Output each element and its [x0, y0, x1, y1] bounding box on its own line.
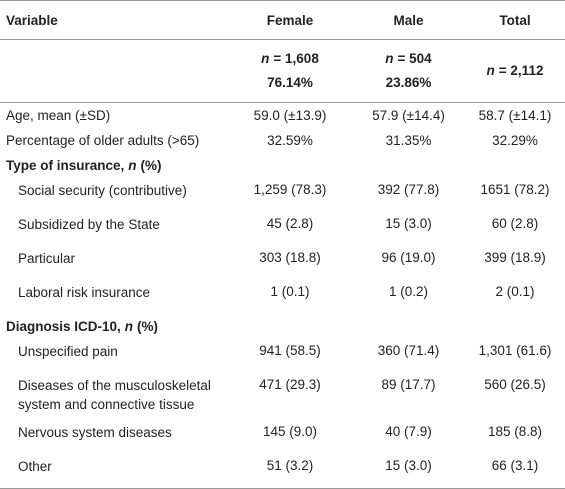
group-heading-row: Type of insurance, n (%) — [0, 153, 565, 178]
row-value: 15 (3.0) — [385, 216, 432, 231]
row-value: 66 (3.1) — [491, 458, 539, 473]
row-value: 2 (0.1) — [495, 284, 535, 299]
count-cell: n = 2,112 — [465, 40, 565, 103]
row-value: 58.7 (±14.1) — [478, 108, 552, 123]
row-label: Diseases of the musculoskeletal system a… — [18, 378, 211, 412]
row-value: 1 (0.2) — [388, 284, 429, 299]
count-symbol: n — [486, 63, 495, 78]
row-value: 32.29% — [492, 133, 538, 148]
count-value: = 1,608 — [273, 51, 319, 66]
column-header: Female — [266, 12, 314, 28]
row-value: 399 (18.9) — [484, 250, 546, 265]
count-value: = 2,112 — [498, 63, 544, 78]
data-row: Age, mean (±SD) 59.0 (±13.9) 57.9 (±14.4) 5… — [0, 103, 565, 129]
row-value: 1 (0.1) — [270, 284, 310, 299]
row-label: Nervous system diseases — [18, 425, 172, 440]
row-value: 471 (29.3) — [259, 377, 321, 392]
row-value: 1651 (78.2) — [480, 182, 550, 197]
group-heading: Type of insurance, n (%) — [0, 153, 565, 178]
row-value: 40 (7.9) — [385, 424, 432, 439]
heading-text: Diagnosis ICD-10, — [6, 319, 121, 334]
count-line: n = 504 — [352, 47, 465, 71]
row-label: Age, mean (±SD) — [6, 108, 111, 123]
count-symbol: n — [385, 51, 394, 66]
row-label: Laboral risk insurance — [18, 285, 151, 300]
data-row: Laboral risk insurance 1 (0.1) 1 (0.2) 2 (0… — [0, 280, 565, 314]
row-value: 303 (18.8) — [259, 250, 321, 265]
count-cell: n = 504 23.86% — [352, 40, 465, 103]
count-cell: n = 1,608 76.14% — [228, 40, 352, 103]
heading-symbol: n — [124, 319, 134, 334]
heading-unit: (%) — [140, 158, 162, 173]
row-value: 57.9 (±14.4) — [372, 108, 445, 123]
heading-text: Type of insurance, — [6, 158, 125, 173]
row-value: 96 (19.0) — [381, 250, 436, 265]
group-heading-row: Diagnosis ICD-10, n (%) — [0, 314, 565, 339]
row-label: Particular — [18, 251, 76, 266]
count-symbol: n — [261, 51, 270, 66]
header-row: Variable Female Male Total — [0, 1, 565, 40]
heading-symbol: n — [128, 158, 137, 173]
row-value: 32.59% — [267, 133, 313, 148]
column-header: Variable — [6, 12, 58, 28]
count-share: 23.86% — [385, 75, 432, 90]
count-value: = 504 — [397, 51, 432, 66]
row-value: 51 (3.2) — [266, 458, 314, 473]
column-header: Total — [499, 12, 531, 28]
data-row: Particular 303 (18.8) 96 (19.0) 399 (18.9) — [0, 246, 565, 280]
count-share: 76.14% — [267, 75, 313, 90]
column-header: Male — [393, 12, 424, 28]
data-row: Nervous system diseases 145 (9.0) 40 (7.9)… — [0, 420, 565, 454]
row-value: 89 (17.7) — [381, 377, 436, 392]
data-row: Social security (contributive) 1,259 (78.… — [0, 178, 565, 212]
counts-row: n = 1,608 76.14% n = 504 23.86% n = 2,112 — [0, 40, 565, 103]
row-value: 560 (26.5) — [484, 377, 546, 392]
row-value: 360 (71.4) — [377, 343, 440, 358]
row-value: 941 (58.5) — [259, 343, 321, 358]
row-value: 145 (9.0) — [262, 424, 318, 439]
row-value: 392 (77.8) — [377, 182, 440, 197]
row-value: 60 (2.8) — [491, 216, 539, 231]
data-row: Diseases of the musculoskeletal system a… — [0, 373, 565, 420]
row-label: Subsidized by the State — [18, 217, 160, 232]
row-value: 1,259 (78.3) — [253, 182, 327, 197]
row-label: Percentage of older adults (>65) — [6, 133, 200, 148]
count-line: n = 1,608 — [228, 47, 352, 71]
row-value: 59.0 (±13.9) — [253, 108, 327, 123]
row-value: 1,301 (61.6) — [478, 343, 552, 358]
data-row: Other 51 (3.2) 15 (3.0) 66 (3.1) — [0, 454, 565, 489]
row-label: Unspecified pain — [18, 344, 118, 359]
row-value: 31.35% — [385, 133, 432, 148]
data-row: Unspecified pain 941 (58.5) 360 (71.4) 1,30… — [0, 339, 565, 373]
group-heading: Diagnosis ICD-10, n (%) — [0, 314, 565, 339]
row-label: Social security (contributive) — [18, 183, 187, 198]
row-value: 185 (8.8) — [487, 424, 543, 439]
row-value: 15 (3.0) — [385, 458, 432, 473]
empty-cell — [0, 40, 228, 103]
row-value: 45 (2.8) — [266, 216, 314, 231]
row-label: Other — [18, 459, 52, 474]
data-row: Percentage of older adults (>65) 32.59% 31… — [0, 128, 565, 153]
heading-unit: (%) — [137, 319, 159, 334]
count-line: n = 2,112 — [465, 59, 565, 83]
data-row: Subsidized by the State 45 (2.8) 15 (3.0) 6… — [0, 212, 565, 246]
